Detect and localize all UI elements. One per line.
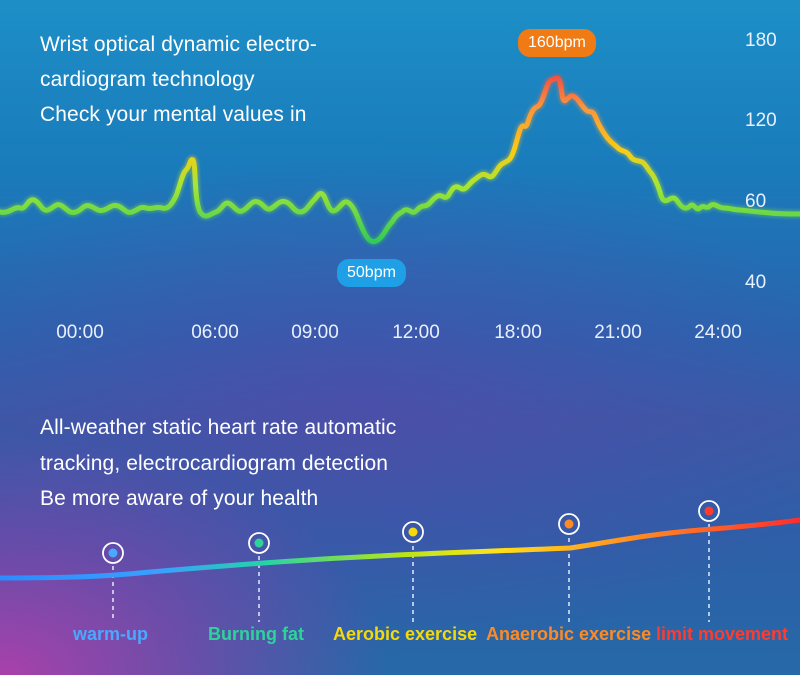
x-tick-0900: 09:00 [291,322,339,343]
bottom-text-line-2: tracking, electrocardiogram detection [40,452,389,475]
low-bpm-badge: 50bpm [337,259,406,287]
zone-label-aerobic: Aerobic exercise [333,624,478,644]
zone-label-burning-fat: Burning fat [208,624,304,644]
bottom-text-line-1: All-weather static heart rate automatic [40,416,397,439]
y-tick-120: 120 [745,110,777,131]
top-text-line-1: Wrist optical dynamic electro- [40,33,317,56]
heart-rate-line [0,73,800,247]
zone-marker-burning-fat [248,532,270,554]
y-tick-180: 180 [745,30,777,51]
zone-marker-limit [698,500,720,522]
top-text-line-2: cardiogram technology [40,68,255,91]
top-text-line-3: Check your mental values in [40,103,307,126]
zone-label-warm-up: warm-up [73,624,149,644]
zone-label-anaerobic: Anaerobic exercise [486,624,652,644]
x-tick-0000: 00:00 [56,322,104,343]
intensity-curve [0,517,800,581]
x-tick-1800: 18:00 [494,322,542,343]
zone-marker-aerobic [402,521,424,543]
x-tick-2100: 21:00 [594,322,642,343]
bottom-text-line-3: Be more aware of your health [40,487,319,510]
x-tick-2400: 24:00 [694,322,742,343]
y-tick-40: 40 [745,272,767,293]
x-tick-1200: 12:00 [392,322,440,343]
zone-marker-warm-up [102,542,124,564]
peak-bpm-badge: 160bpm [518,29,596,57]
zone-label-limit: limit movement [656,624,789,644]
zone-marker-anaerobic [558,513,580,535]
x-tick-0600: 06:00 [191,322,239,343]
